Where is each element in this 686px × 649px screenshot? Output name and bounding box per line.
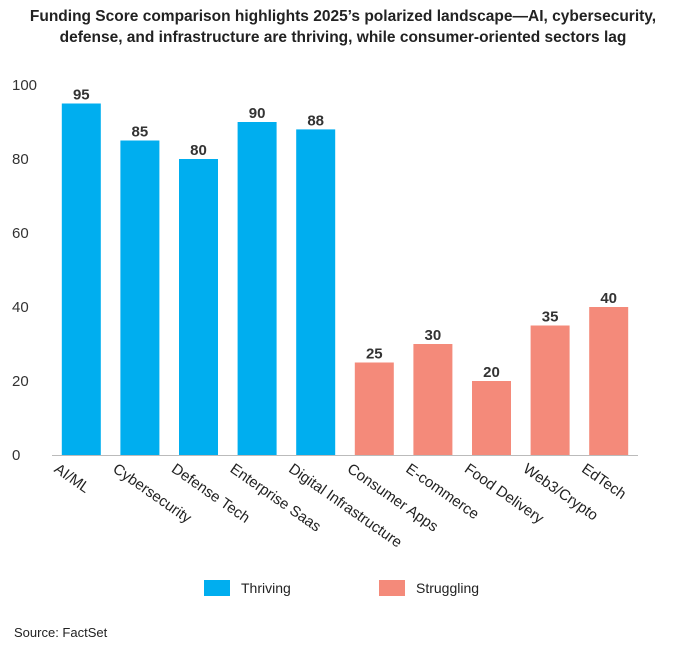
data-label: 40 <box>600 290 617 307</box>
legend-swatch-thriving <box>204 580 230 596</box>
bar-enterprise-saas <box>237 122 277 455</box>
bar-web3-crypto <box>530 325 570 455</box>
data-label: 35 <box>542 309 559 326</box>
y-tick-label: 80 <box>12 151 29 168</box>
y-tick-label: 0 <box>12 447 20 464</box>
chart-title: Funding Score comparison highlights 2025… <box>0 6 686 48</box>
legend-label-thriving: Thriving <box>241 580 291 596</box>
bar-cybersecurity <box>120 140 160 455</box>
x-tick-label: EdTech <box>578 460 629 503</box>
bar-food-delivery <box>472 381 511 455</box>
data-label: 80 <box>190 142 207 159</box>
y-tick-label: 40 <box>12 299 29 316</box>
bar-defense-tech <box>179 159 218 455</box>
bar-ai-ml <box>61 103 101 455</box>
y-tick-label: 100 <box>12 77 37 94</box>
data-label: 95 <box>73 87 90 104</box>
legend-label-struggling: Struggling <box>416 580 480 596</box>
legend-swatch-struggling <box>379 580 405 596</box>
legend-item-struggling: Struggling <box>379 580 479 596</box>
source-note: Source: FactSet <box>14 625 108 640</box>
data-label: 25 <box>366 346 383 363</box>
data-label: 20 <box>483 364 500 381</box>
chart-title-line-1: Funding Score comparison highlights 2025… <box>29 8 657 25</box>
bar-consumer-apps <box>354 362 394 455</box>
data-label: 90 <box>249 105 266 122</box>
y-tick-label: 60 <box>12 225 29 242</box>
bar-e-commerce <box>413 344 453 455</box>
chart-title-line-2: defense, and infrastructure are thriving… <box>59 29 627 46</box>
data-label: 88 <box>307 112 324 129</box>
data-label: 30 <box>425 327 442 344</box>
legend: Thriving Struggling <box>0 580 686 604</box>
x-tick-label: AI/ML <box>51 460 93 496</box>
data-label: 85 <box>132 124 149 141</box>
legend-item-thriving: Thriving <box>204 580 291 596</box>
bar-digital-infrastructure <box>296 129 336 455</box>
bar-edtech <box>589 307 629 455</box>
bar-chart: 02040608010095AI/ML85Cybersecurity80Defe… <box>12 77 638 551</box>
y-tick-label: 20 <box>12 373 29 390</box>
